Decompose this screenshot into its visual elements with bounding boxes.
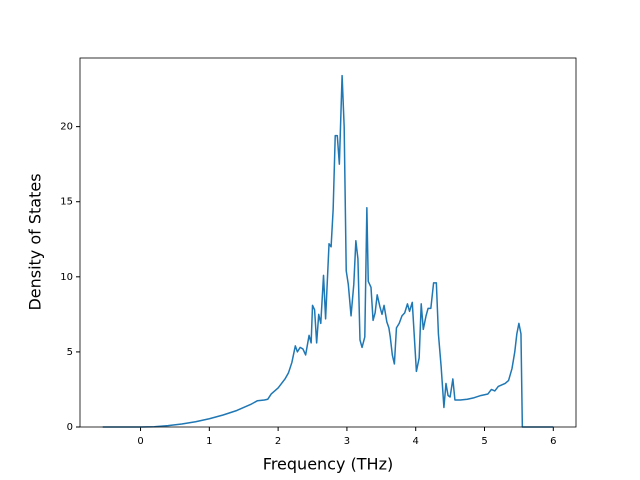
x-tick-label: 6 bbox=[550, 436, 556, 447]
x-tick-label: 3 bbox=[344, 436, 350, 447]
y-tick-label: 5 bbox=[67, 347, 73, 358]
y-tick-label: 15 bbox=[60, 197, 73, 208]
data-line bbox=[102, 74, 554, 428]
y-axis-label: Density of States bbox=[26, 173, 45, 310]
y-tick-label: 20 bbox=[60, 122, 73, 133]
x-tick-label: 2 bbox=[275, 436, 281, 447]
x-tick-label: 5 bbox=[481, 436, 487, 447]
x-tick-label: 1 bbox=[206, 436, 212, 447]
y-tick-label: 0 bbox=[67, 422, 73, 433]
plot-frame bbox=[79, 57, 577, 428]
y-tick-label: 10 bbox=[60, 272, 73, 283]
x-tick-label: 4 bbox=[413, 436, 419, 447]
x-tick-label: 0 bbox=[137, 436, 143, 447]
x-axis-label: Frequency (THz) bbox=[263, 455, 393, 474]
